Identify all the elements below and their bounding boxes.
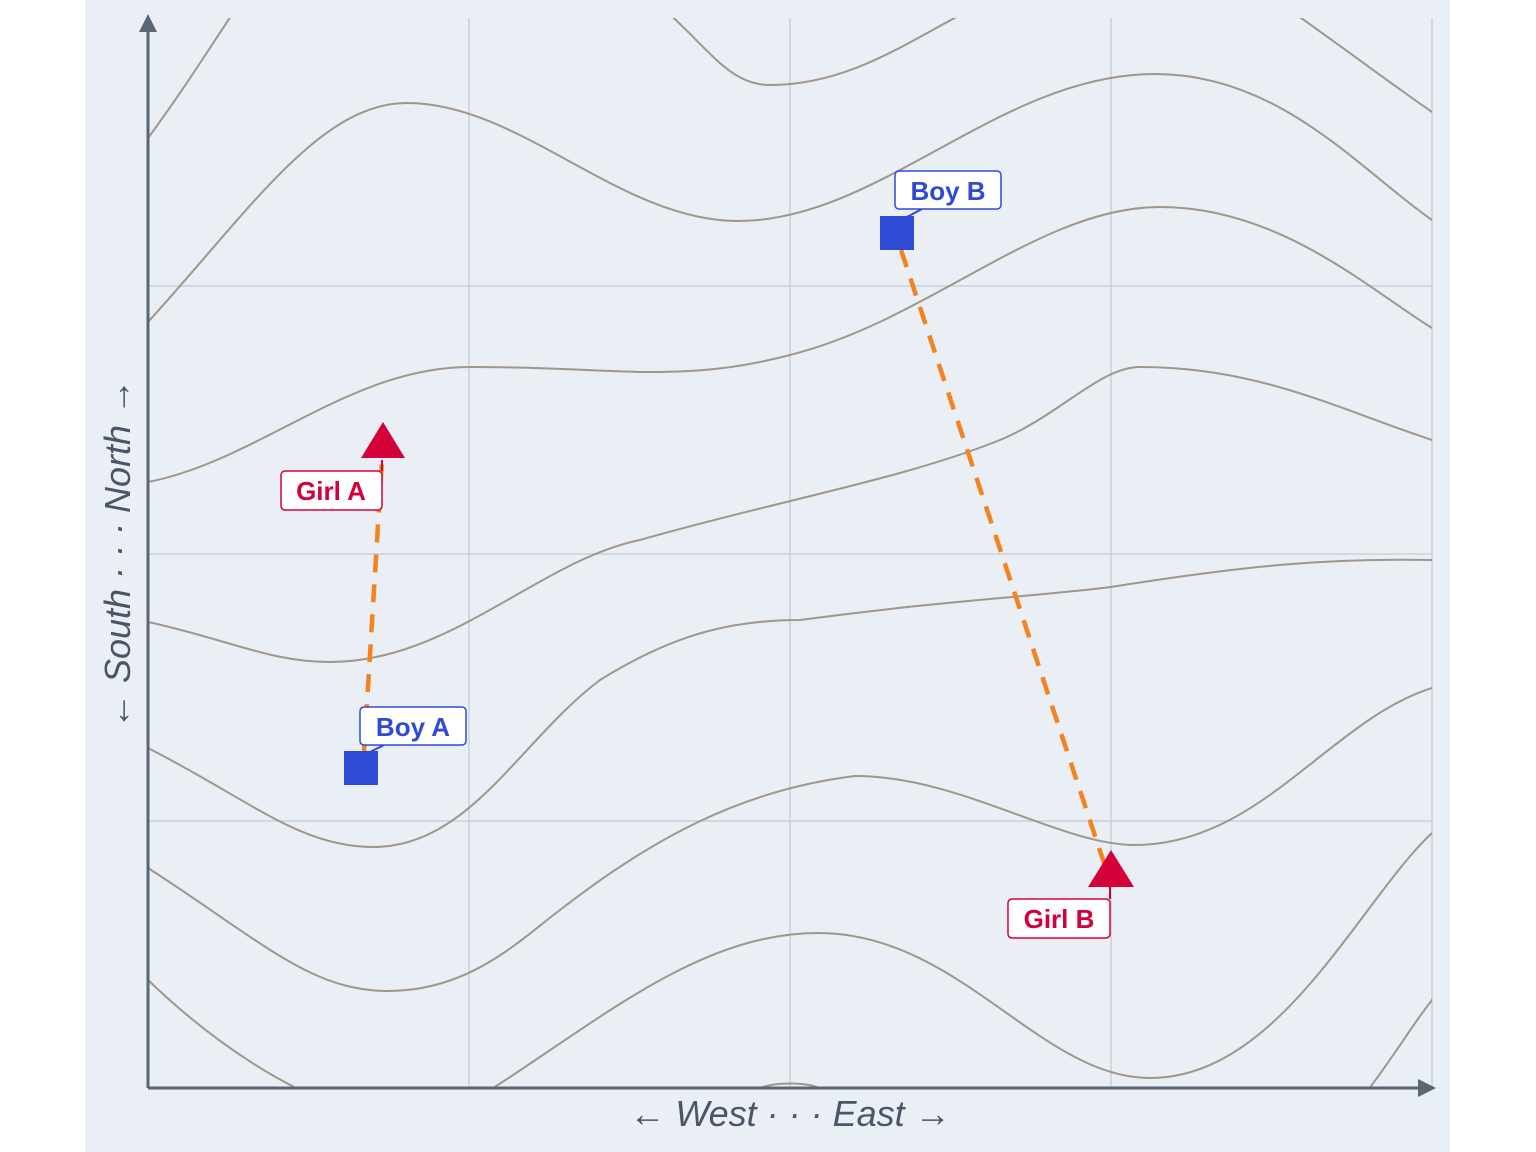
contour	[148, 72, 1432, 323]
contour	[148, 687, 1432, 993]
contour	[672, 18, 957, 87]
connector	[898, 249, 1108, 867]
axis-arrow	[139, 14, 157, 32]
labels: Boy A Girl A Boy B Girl B	[280, 170, 1111, 939]
label-box	[894, 170, 1002, 210]
contour	[1368, 998, 1432, 1088]
contour	[148, 365, 1432, 664]
label-box	[359, 706, 467, 746]
contours	[148, 18, 1432, 1088]
contour	[148, 205, 1432, 483]
leader	[904, 208, 923, 219]
girl-marker	[361, 422, 405, 458]
point-label: Boy B	[910, 176, 985, 206]
girl-marker	[1088, 850, 1134, 887]
point-label: Girl A	[296, 476, 366, 506]
label-box	[280, 470, 383, 511]
boy-marker	[880, 216, 914, 250]
grid	[148, 18, 1433, 1088]
contour	[148, 18, 231, 139]
point-label: Boy A	[376, 712, 450, 742]
point-label: Girl B	[1024, 904, 1095, 934]
axis-arrow	[1418, 1079, 1436, 1097]
axes	[139, 14, 1436, 1097]
markers	[344, 216, 1134, 887]
contour	[1299, 18, 1432, 113]
boy-marker	[344, 751, 378, 785]
label-box	[1007, 898, 1111, 939]
contour	[491, 832, 1432, 1088]
contour	[148, 979, 299, 1088]
y-axis-label: ← South · · · North →	[97, 379, 138, 729]
contour	[148, 558, 1432, 849]
x-axis-label: ← West · · · East →	[629, 1093, 950, 1134]
background	[85, 0, 1450, 1152]
